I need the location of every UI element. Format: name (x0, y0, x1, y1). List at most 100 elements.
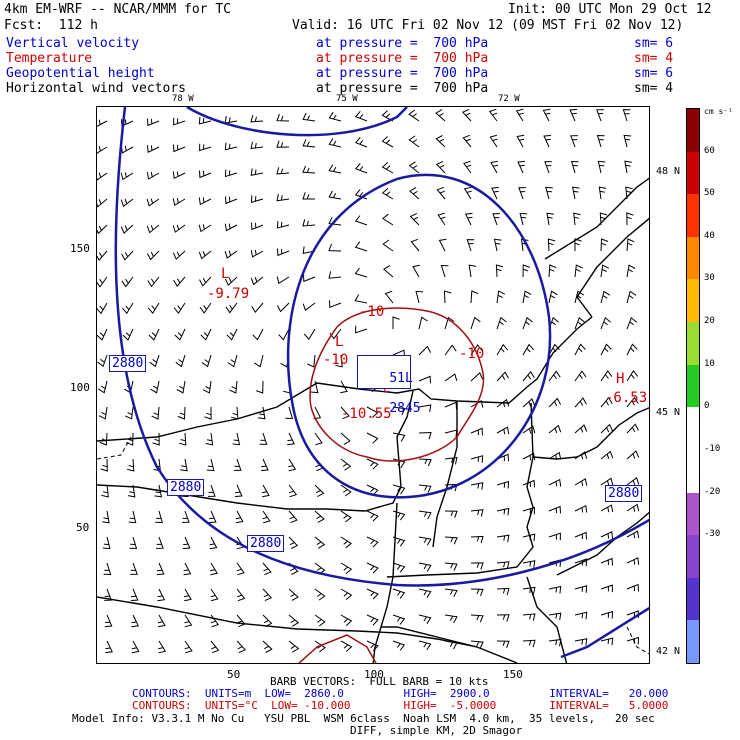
wind-barb (262, 562, 272, 576)
wind-barb (545, 186, 553, 200)
wind-barb (626, 476, 640, 486)
field-name-vertical-velocity: Vertical velocity (6, 36, 140, 51)
wind-barb (392, 510, 406, 521)
wind-barb (496, 614, 510, 622)
temp-label-minus10-left: -10 (323, 352, 349, 368)
wind-barb (314, 432, 323, 446)
wind-barb (548, 585, 562, 594)
wind-barb (328, 164, 342, 174)
lat-label-42n: 42 N (656, 646, 681, 657)
field-level-vertical-velocity: at pressure = 700 hPa (316, 36, 489, 51)
wind-barb (444, 562, 458, 571)
wind-barb (496, 561, 510, 569)
wind-barb (573, 212, 581, 226)
wind-barb (302, 192, 315, 200)
temp-contour-south (298, 634, 377, 663)
wind-barb (181, 510, 190, 523)
wind-barb (366, 562, 379, 574)
wind-barb (102, 510, 110, 524)
height-center-value: 2845 (389, 401, 421, 416)
wind-barb (261, 458, 269, 472)
wind-barb (522, 370, 535, 382)
wind-barb (392, 406, 406, 416)
wind-barb (236, 640, 247, 654)
wind-barb (366, 484, 379, 496)
wind-barb (600, 557, 613, 566)
wind-barb (496, 290, 506, 304)
wind-barb (224, 142, 238, 151)
wind-barb (98, 406, 108, 420)
wind-barb (340, 406, 350, 420)
wind-barb (200, 328, 212, 341)
wind-barb (198, 250, 212, 260)
wind-barb (366, 406, 379, 418)
wind-barb (97, 119, 108, 127)
height-contours (114, 107, 649, 659)
wind-barb (418, 640, 432, 651)
wind-barb (303, 328, 316, 341)
wind-barb (204, 406, 212, 420)
wind-barb (97, 250, 108, 261)
wind-barb (232, 432, 241, 446)
wind-barb (470, 509, 484, 517)
wind-barb (522, 479, 535, 488)
wind-barb (496, 534, 510, 543)
colorbar-segment (687, 577, 699, 621)
wind-barb (600, 370, 613, 382)
wind-barb (251, 222, 264, 231)
wind-barb (392, 349, 406, 358)
y-tick-150: 150 (70, 242, 90, 255)
wind-barb (574, 264, 583, 278)
wind-barb (276, 220, 290, 229)
field-level-geopotential-height: at pressure = 700 hPa (316, 66, 489, 81)
wind-barb (548, 612, 562, 621)
wind-barb (435, 160, 446, 174)
wind-barb (546, 212, 554, 226)
colorbar (686, 108, 700, 664)
wind-barb (408, 161, 420, 174)
wind-barb (392, 588, 406, 599)
lat-label-45n: 45 N (656, 407, 681, 418)
colorbar-segment (687, 364, 699, 408)
wind-barb (574, 611, 588, 620)
wind-barb (548, 424, 562, 434)
wind-barb (444, 510, 458, 518)
wind-barb (251, 302, 264, 314)
wind-barb (340, 536, 352, 549)
wind-barb (600, 531, 614, 539)
wind-barb (146, 224, 160, 234)
temp-label-minus10-right: -10 (459, 346, 485, 362)
pa-nj-border (386, 402, 534, 578)
wind-barb (470, 482, 484, 490)
wind-barb (470, 640, 484, 649)
height-center-box: 51L 2845 (357, 355, 421, 416)
wind-barb (224, 223, 238, 232)
wind-barb (574, 638, 588, 646)
wind-barb (496, 640, 510, 648)
wind-barb (392, 536, 406, 547)
wind-barb (121, 250, 134, 261)
wind-barb (173, 276, 186, 287)
wind-barb (250, 168, 264, 176)
wind-barb (250, 249, 264, 258)
wind-barb (198, 197, 212, 206)
wind-barb (496, 480, 510, 489)
x-tick-50: 50 (227, 668, 241, 681)
wind-barb (463, 160, 472, 174)
temp-low-symbol: L (221, 266, 230, 282)
wind-barb (625, 186, 633, 200)
field-level-wind-vectors: at pressure = 700 hPa (316, 81, 489, 96)
wind-barb (409, 212, 420, 226)
colorbar-label: 10 (704, 358, 715, 369)
wind-barb (410, 238, 420, 252)
wind-barb (354, 241, 368, 252)
wind-barb (236, 562, 245, 576)
wind-barb (131, 640, 140, 654)
wind-barb (202, 380, 212, 394)
wind-barb (230, 406, 239, 420)
wind-barb (548, 505, 561, 514)
wind-barb (210, 614, 220, 628)
wind-barb (224, 250, 238, 259)
wind-barb (470, 290, 479, 304)
height-center-label: 51L (389, 371, 413, 386)
